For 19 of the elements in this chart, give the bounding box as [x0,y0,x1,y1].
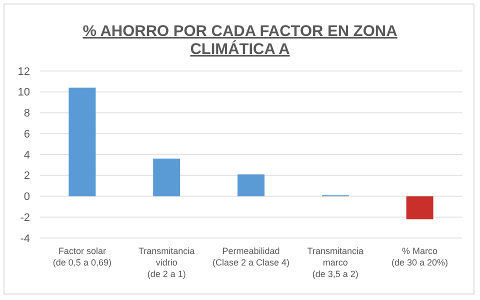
x-tick-label: Transmitancia marco (de 3,5 a 2) [307,246,364,279]
x-tick-label: Factor solar (de 0,5 a 0,69) [52,246,112,268]
y-tick-label: 4 [24,149,30,162]
y-tick-label: 6 [24,128,30,140]
bar [153,158,180,196]
x-tick-label: Transmitancia vidrio (de 2 a 1) [138,246,195,279]
y-tick-label: 12 [18,66,30,78]
y-tick-label: -4 [20,232,30,245]
x-tick-label: Permeabilidad (Clase 2 a Clase 4) [212,246,290,268]
bar [406,196,434,220]
y-tick-label: 0 [24,191,30,204]
x-tick-label: % Marco (de 30 a 20%) [392,246,448,268]
y-tick-label: 8 [24,108,30,120]
bar [237,174,265,196]
y-tick-label: 10 [18,86,30,99]
bar [68,88,96,196]
y-tick-label: 2 [24,170,30,182]
chart-title: % AHORRO POR CADA FACTOR EN ZONA CLIMÁTICA A [82,23,398,58]
y-tick-label: -2 [20,212,30,224]
